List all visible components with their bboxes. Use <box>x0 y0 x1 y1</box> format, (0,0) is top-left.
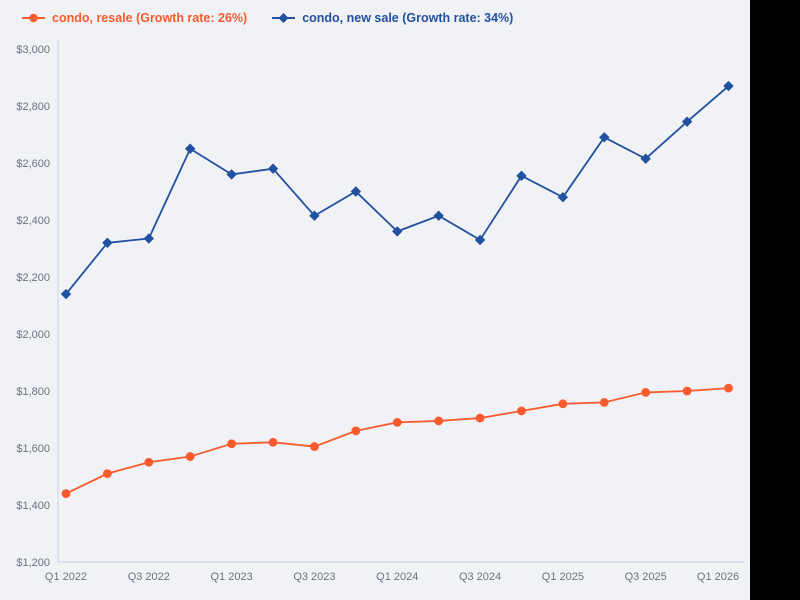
data-point[interactable] <box>475 413 485 423</box>
legend-label-new-sale: condo, new sale (Growth rate: 34%) <box>302 11 514 25</box>
y-tick-label: $2,000 <box>16 329 50 341</box>
data-point[interactable] <box>102 237 113 248</box>
series-points-condo-new-sale <box>60 80 734 300</box>
x-tick-label: Q1 2022 <box>45 571 87 583</box>
data-point[interactable] <box>309 210 320 221</box>
data-point[interactable] <box>392 417 402 427</box>
data-point[interactable] <box>724 383 733 393</box>
x-tick-label: Q1 2024 <box>376 571 418 583</box>
data-point[interactable] <box>640 153 651 164</box>
data-point[interactable] <box>227 439 237 449</box>
data-point[interactable] <box>351 426 361 436</box>
data-point[interactable] <box>557 192 569 203</box>
x-tick-label: Q3 2024 <box>459 571 501 583</box>
x-tick-label: Q1 2026 <box>697 571 739 583</box>
x-tick-label: Q3 2022 <box>128 571 170 583</box>
data-point[interactable] <box>517 406 526 416</box>
x-tick-label: Q3 2023 <box>293 571 335 583</box>
data-point[interactable] <box>144 457 154 467</box>
y-tick-label: $1,800 <box>16 386 50 398</box>
data-point[interactable] <box>723 80 734 92</box>
new-sale-line-diamond-marker-icon <box>272 13 296 23</box>
price-trend-chart-card: condo, resale (Growth rate: 26%) condo, … <box>0 0 750 600</box>
y-tick-label: $2,400 <box>16 215 50 227</box>
y-tick-label: $2,600 <box>16 158 50 170</box>
series-line-condo-new-sale <box>65 85 730 295</box>
data-point[interactable] <box>434 416 444 426</box>
right-black-band <box>750 0 800 600</box>
y-tick-label: $1,400 <box>16 500 50 512</box>
data-point[interactable] <box>268 437 278 447</box>
data-point[interactable] <box>185 452 195 461</box>
chart-legend: condo, resale (Growth rate: 26%) condo, … <box>22 9 513 27</box>
data-point[interactable] <box>103 469 112 479</box>
x-tick-label: Q1 2025 <box>542 571 584 583</box>
data-point[interactable] <box>392 226 403 237</box>
legend-item-condo-resale[interactable]: condo, resale (Growth rate: 26%) <box>22 11 247 25</box>
y-tick-label: $1,600 <box>16 443 50 455</box>
data-point[interactable] <box>641 388 651 397</box>
data-point[interactable] <box>599 132 610 143</box>
data-point[interactable] <box>681 116 693 127</box>
y-tick-label: $1,200 <box>16 557 50 569</box>
data-point[interactable] <box>143 233 155 244</box>
data-point[interactable] <box>474 234 486 246</box>
data-point[interactable] <box>682 386 692 396</box>
legend-label-resale: condo, resale (Growth rate: 26%) <box>52 11 248 25</box>
series-line-condo-resale <box>65 387 729 495</box>
data-point[interactable] <box>516 170 527 182</box>
data-point[interactable] <box>558 399 568 409</box>
data-point[interactable] <box>599 398 609 407</box>
x-tick-label: Q3 2025 <box>625 571 667 583</box>
resale-line-circle-marker-icon <box>22 13 45 23</box>
line-chart-canvas: $1,200 $1,400 $1,600 $1,800 $2,000 $2,200 $2,4… <box>16 40 745 583</box>
series-points-condo-resale <box>61 383 733 498</box>
data-point[interactable] <box>185 143 196 154</box>
y-tick-label: $2,200 <box>16 272 50 284</box>
data-point[interactable] <box>60 288 72 300</box>
data-point[interactable] <box>310 442 319 451</box>
data-point[interactable] <box>350 186 362 197</box>
y-tick-label: $2,800 <box>16 101 50 113</box>
legend-item-condo-new-sale[interactable]: condo, new sale (Growth rate: 34%) <box>272 11 513 25</box>
x-tick-label: Q1 2023 <box>211 571 253 583</box>
data-point[interactable] <box>226 169 237 180</box>
data-point[interactable] <box>61 489 71 498</box>
data-point[interactable] <box>267 163 279 174</box>
y-tick-label: $3,000 <box>16 44 50 56</box>
data-point[interactable] <box>433 210 444 221</box>
